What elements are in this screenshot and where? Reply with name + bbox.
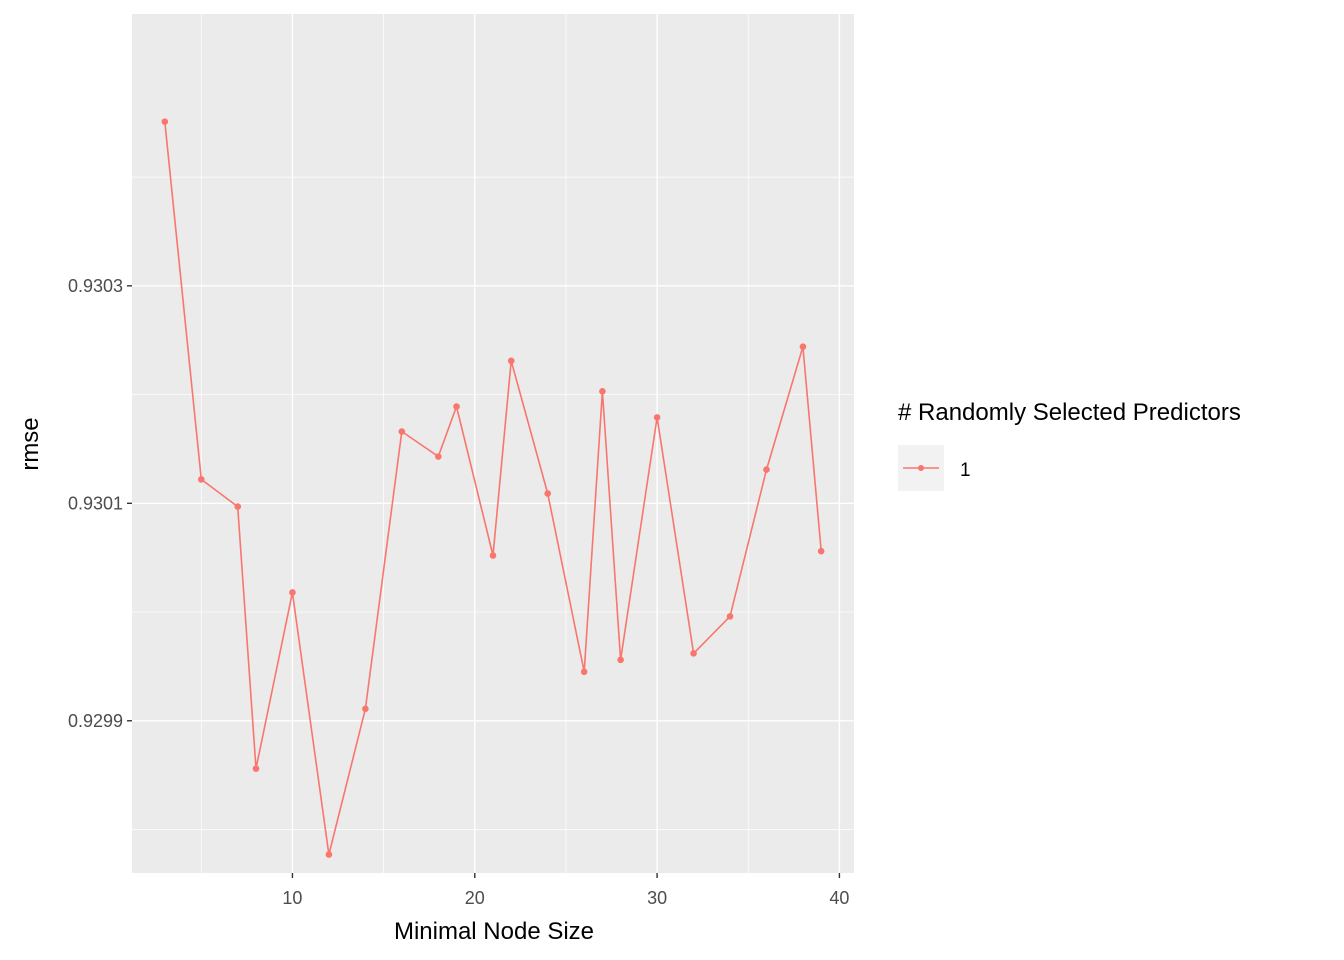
x-axis: 10 20 30 40 <box>282 873 849 908</box>
series-line-1 <box>164 121 822 856</box>
data-point <box>653 414 661 421</box>
data-point <box>325 851 333 858</box>
data-point <box>398 428 406 435</box>
legend: # Randomly Selected Predictors 1 <box>898 399 1241 491</box>
major-gridlines <box>132 14 854 873</box>
data-point <box>726 613 734 620</box>
series-layer <box>161 118 825 858</box>
x-tick-label: 20 <box>465 888 485 908</box>
y-axis-title: rmse <box>17 417 44 470</box>
data-point <box>252 765 260 772</box>
data-point <box>453 403 460 410</box>
y-tick-label: 0.9301 <box>68 493 123 513</box>
data-point <box>161 118 169 125</box>
data-point <box>817 547 825 555</box>
y-axis: 0.9299 0.9301 0.9303 <box>68 276 132 731</box>
x-axis-title: Minimal Node Size <box>394 918 594 945</box>
x-tick-label: 10 <box>282 888 302 908</box>
y-tick-label: 0.9299 <box>68 711 123 731</box>
legend-title: # Randomly Selected Predictors <box>898 399 1241 426</box>
data-point <box>763 466 770 473</box>
data-point <box>362 705 369 713</box>
x-tick-label: 30 <box>647 888 667 908</box>
data-point <box>289 589 296 596</box>
data-point <box>799 343 807 351</box>
data-point <box>580 668 588 676</box>
data-point <box>544 490 551 497</box>
data-point <box>690 650 697 657</box>
y-tick-label: 0.9303 <box>68 276 123 296</box>
data-point <box>489 552 497 559</box>
data-point <box>197 476 205 483</box>
minor-gridlines <box>132 14 854 873</box>
data-point <box>617 656 624 664</box>
data-point <box>507 357 515 365</box>
legend-key-marker <box>918 465 924 471</box>
legend-label-1: 1 <box>960 460 971 481</box>
data-point <box>234 503 242 510</box>
x-tick-label: 40 <box>829 888 849 908</box>
data-point <box>435 453 442 460</box>
data-point <box>599 388 606 395</box>
plot-panel <box>132 14 854 873</box>
